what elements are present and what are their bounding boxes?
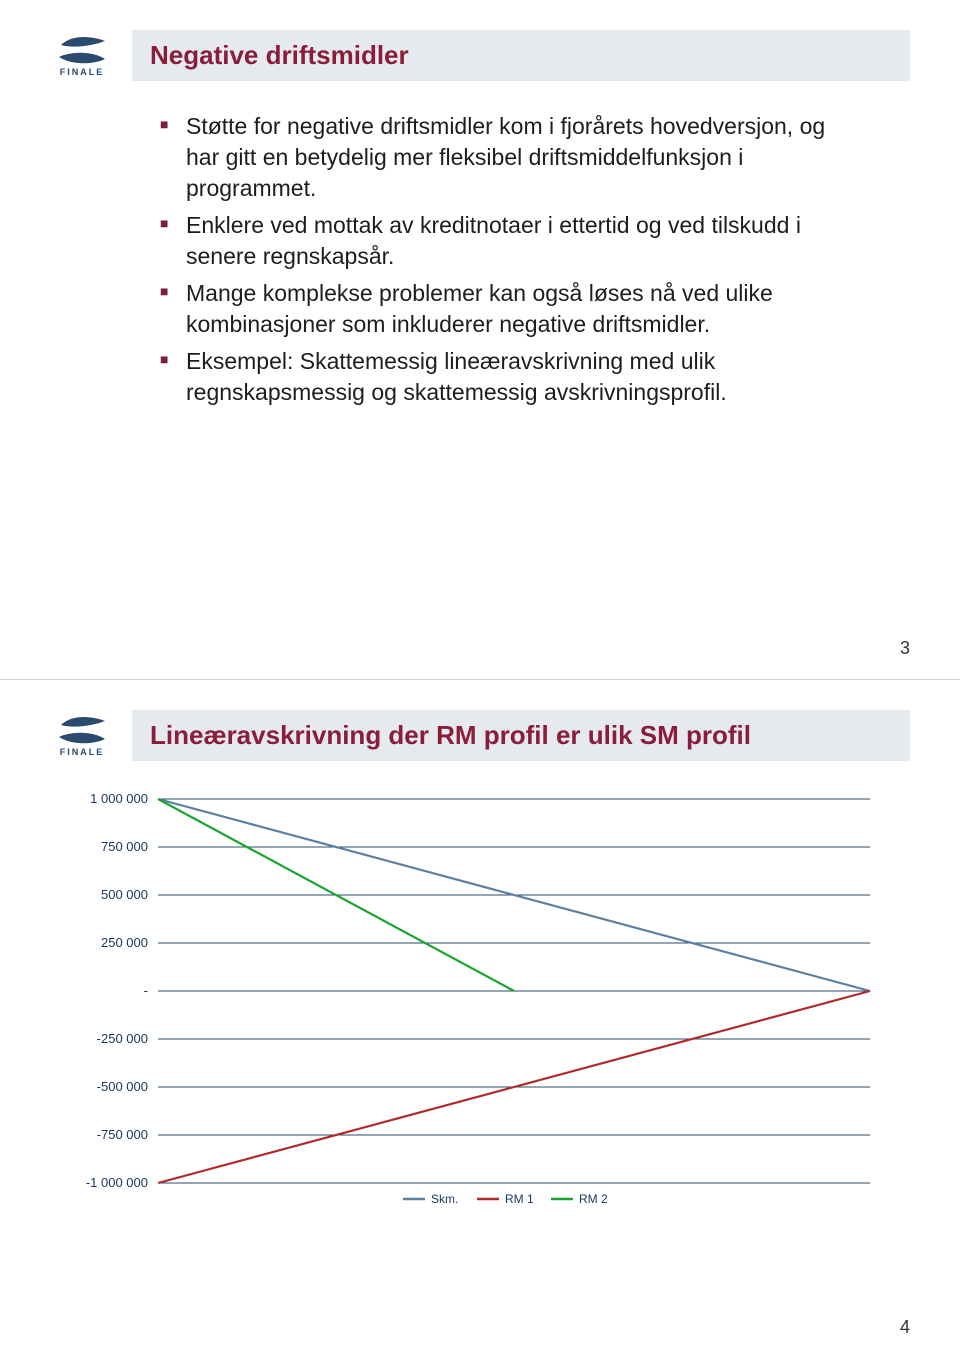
bullet-item: Enklere ved mottak av kreditnotaer i ett… bbox=[160, 210, 860, 272]
bullet-item: Mange komplekse problemer kan også løses… bbox=[160, 278, 860, 340]
slide-2-title: Lineæravskrivning der RM profil er ulik … bbox=[132, 710, 910, 761]
svg-text:-1 000 000: -1 000 000 bbox=[86, 1175, 148, 1190]
finale-logo-text: FINALE bbox=[60, 747, 105, 757]
slide-2-header: FINALE Lineæravskrivning der RM profil e… bbox=[50, 710, 910, 761]
bullet-item: Støtte for negative driftsmidler kom i f… bbox=[160, 111, 860, 204]
slide-1-header: FINALE Negative driftsmidler bbox=[50, 30, 910, 81]
line-chart: -1 000 000-750 000-500 000-250 000-250 0… bbox=[80, 791, 880, 1211]
slide-2: FINALE Lineæravskrivning der RM profil e… bbox=[0, 680, 960, 1358]
slide-1-page-number: 3 bbox=[900, 638, 910, 659]
svg-text:-250 000: -250 000 bbox=[97, 1031, 148, 1046]
svg-text:Skm.: Skm. bbox=[431, 1192, 458, 1206]
finale-logo-icon bbox=[55, 715, 109, 745]
slide-1-bullets: Støtte for negative driftsmidler kom i f… bbox=[160, 111, 860, 408]
svg-text:750 000: 750 000 bbox=[101, 839, 148, 854]
line-chart-svg: -1 000 000-750 000-500 000-250 000-250 0… bbox=[80, 791, 880, 1211]
slide-1: FINALE Negative driftsmidler Støtte for … bbox=[0, 0, 960, 680]
finale-logo: FINALE bbox=[50, 35, 114, 77]
finale-logo: FINALE bbox=[50, 715, 114, 757]
finale-logo-text: FINALE bbox=[60, 67, 105, 77]
svg-text:RM 1: RM 1 bbox=[505, 1192, 534, 1206]
svg-text:1 000 000: 1 000 000 bbox=[90, 791, 148, 806]
bullet-item: Eksempel: Skattemessig lineæravskrivning… bbox=[160, 346, 860, 408]
svg-text:-: - bbox=[144, 983, 148, 998]
finale-logo-icon bbox=[55, 35, 109, 65]
svg-text:-750 000: -750 000 bbox=[97, 1127, 148, 1142]
slide-2-page-number: 4 bbox=[900, 1317, 910, 1338]
svg-text:RM 2: RM 2 bbox=[579, 1192, 608, 1206]
svg-text:500 000: 500 000 bbox=[101, 887, 148, 902]
slide-1-title: Negative driftsmidler bbox=[132, 30, 910, 81]
svg-text:-500 000: -500 000 bbox=[97, 1079, 148, 1094]
svg-text:250 000: 250 000 bbox=[101, 935, 148, 950]
